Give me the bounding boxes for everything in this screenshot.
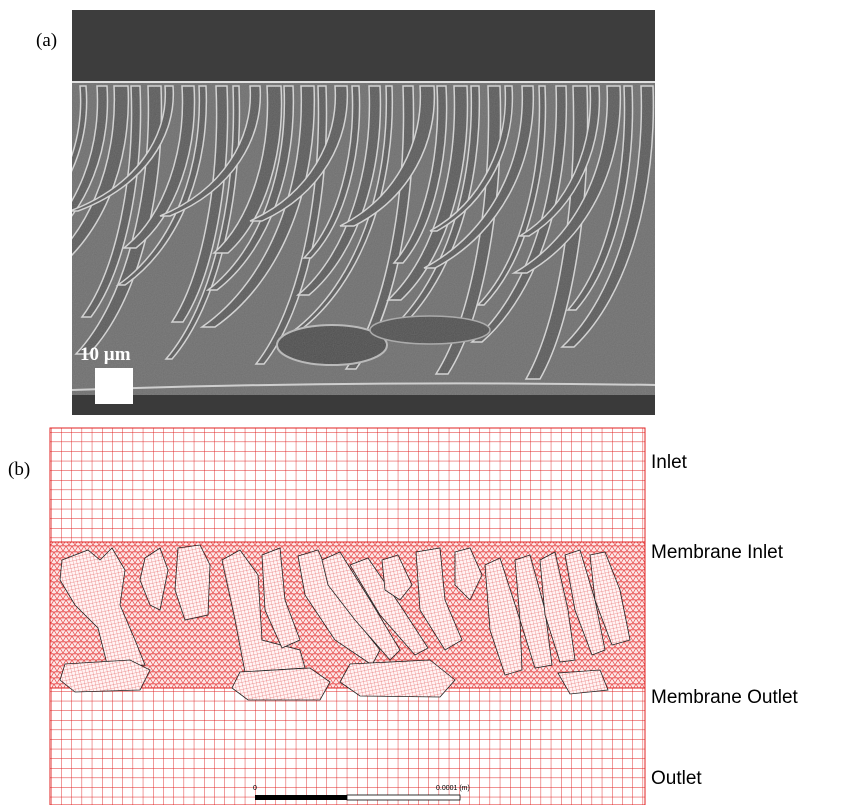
region-label: Membrane Inlet bbox=[651, 542, 784, 563]
scale-square bbox=[95, 368, 133, 404]
region-label: Inlet bbox=[651, 452, 688, 473]
scale-start: 0 bbox=[253, 785, 257, 792]
region-label: Outlet bbox=[651, 768, 702, 789]
panel-label: (b) bbox=[8, 459, 30, 480]
panel-label: (a) bbox=[36, 30, 57, 51]
scale-bar bbox=[255, 795, 347, 800]
outlet-mesh bbox=[50, 688, 645, 805]
scale-end: 0.0001 (m) bbox=[436, 785, 470, 792]
scale-label: 10 µm bbox=[80, 344, 131, 365]
pore bbox=[60, 660, 150, 692]
inlet-mesh bbox=[50, 428, 645, 542]
figure-canvas: 10 µm (a) 0 0.0001 (m) (b) Inlet Membran… bbox=[0, 0, 848, 805]
pore bbox=[232, 668, 330, 700]
region-label: Membrane Outlet bbox=[651, 687, 799, 708]
scale-bar-outline bbox=[347, 795, 460, 800]
figure: 10 µm (a) 0 0.0001 (m) (b) Inlet Membran… bbox=[0, 0, 848, 805]
